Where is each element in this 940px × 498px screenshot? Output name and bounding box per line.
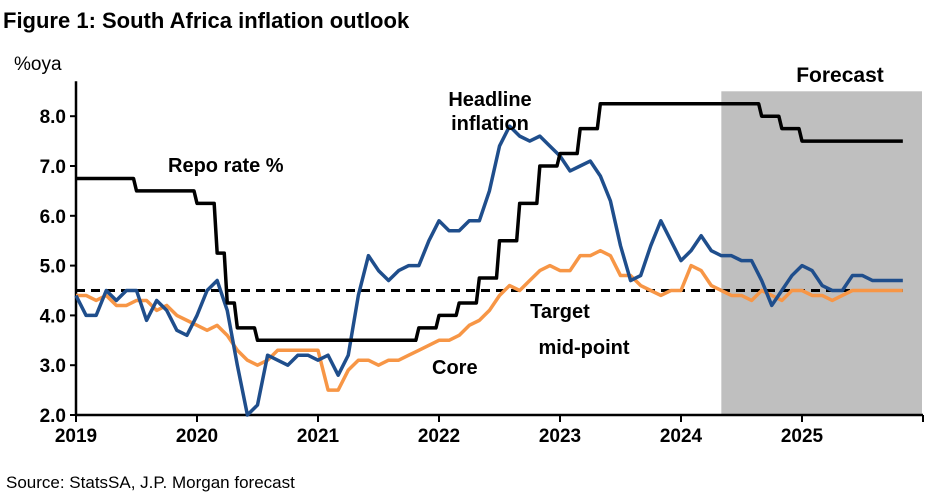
source-note: Source: StatsSA, J.P. Morgan forecast xyxy=(6,473,295,492)
headline-label-line1: Headline xyxy=(448,89,531,111)
x-tick-label: 2019 xyxy=(55,426,97,447)
chart-title: Figure 1: South Africa inflation outlook xyxy=(3,8,410,33)
series-line-headline-inflation xyxy=(74,124,903,417)
y-tick-label: 5.0 xyxy=(40,257,66,278)
forecast-label: Forecast xyxy=(796,64,884,87)
y-tick-label: 3.0 xyxy=(40,356,66,377)
y-tick-label: 2.0 xyxy=(40,406,66,427)
repo-label: Repo rate % xyxy=(168,155,284,177)
core-label: Core xyxy=(432,357,478,379)
target-label-line1: Target xyxy=(530,301,590,323)
y-tick-label: 4.0 xyxy=(40,306,66,327)
x-tick-label: 2025 xyxy=(781,426,824,447)
forecast-shading xyxy=(721,91,922,416)
x-tick-label: 2022 xyxy=(418,426,460,447)
y-tick-label: 8.0 xyxy=(40,107,66,128)
plot-area: 2.0 3.0 4.0 5.0 6.0 7.0 8.0 2019 2020 2021 2022 202… xyxy=(40,81,924,447)
y-tick-label: 6.0 xyxy=(40,207,66,228)
target-label-line2: mid-point xyxy=(538,337,629,359)
y-axis-label: %oya xyxy=(14,54,62,75)
x-tick-label: 2023 xyxy=(539,426,581,447)
series-line-repo-rate xyxy=(76,102,903,343)
x-tick-label: 2024 xyxy=(660,426,703,447)
y-tick-label: 7.0 xyxy=(40,157,66,178)
headline-label-line2: inflation xyxy=(451,113,529,135)
x-tick-label: 2021 xyxy=(297,426,340,447)
x-tick-label: 2020 xyxy=(176,426,218,447)
